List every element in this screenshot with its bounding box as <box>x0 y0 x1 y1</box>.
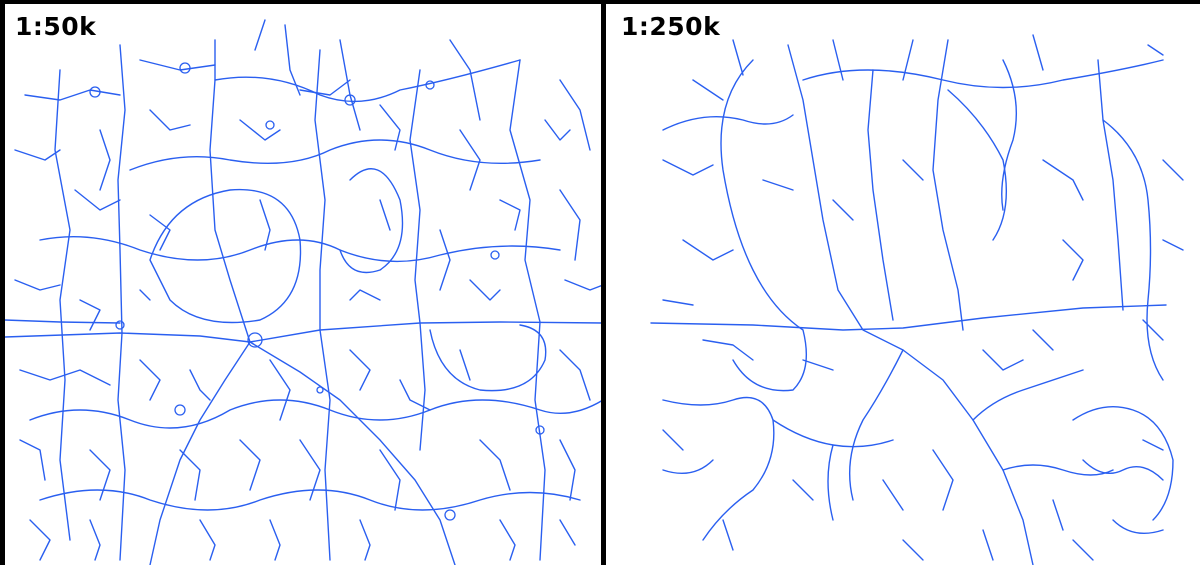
road-network-50k <box>4 19 603 565</box>
road-network-250k <box>650 34 1184 565</box>
settlement-clusters-50k <box>89 62 545 521</box>
scale-label-250k: 1:250k <box>621 12 721 41</box>
scale-label-50k: 1:50k <box>15 12 97 41</box>
frame-top-border <box>0 0 1200 4</box>
roads-250k <box>650 34 1184 565</box>
roads-50k <box>4 19 603 565</box>
map-panel-50k: 1:50k <box>4 12 603 565</box>
frame-left-border <box>0 0 5 565</box>
map-panel-250k: 1:250k <box>603 0 1200 565</box>
panel-divider <box>601 0 606 565</box>
